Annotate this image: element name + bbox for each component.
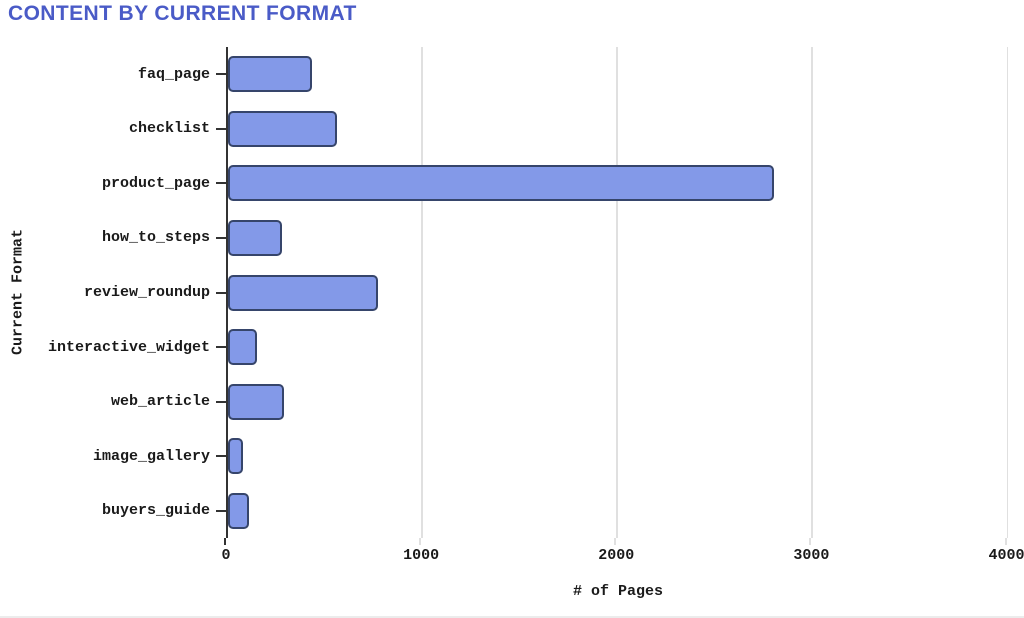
category-row: buyers_guide <box>0 484 226 539</box>
category-label: checklist <box>128 120 210 138</box>
gridline <box>811 47 813 538</box>
category-label: faq_page <box>137 65 210 83</box>
bar-row <box>228 156 1016 211</box>
x-tick-mark <box>419 538 422 545</box>
category-label: interactive_widget <box>47 338 210 356</box>
gridline <box>421 47 423 538</box>
gridline <box>616 47 618 538</box>
category-axis-labels: faq_page checklist product_page how_to_step… <box>0 47 226 538</box>
x-tick-mark <box>1004 538 1007 545</box>
bar-review_roundup <box>228 274 379 311</box>
x-tick-label: 4000 <box>988 547 1024 564</box>
bar-row <box>228 211 1016 266</box>
bar-faq_page <box>228 56 312 93</box>
bar-how_to_steps <box>228 219 282 256</box>
bar-interactive_widget <box>228 329 258 366</box>
y-tick-mark <box>216 127 226 130</box>
category-row: image_gallery <box>0 429 226 484</box>
category-row: review_roundup <box>0 265 226 320</box>
bar-layer <box>228 47 1016 538</box>
category-row: product_page <box>0 156 226 211</box>
y-tick-mark <box>216 400 226 403</box>
x-tick-mark <box>224 538 226 545</box>
x-axis-ticks: 0 1000 2000 3000 4000 <box>221 538 1024 580</box>
x-tick-label: 3000 <box>793 547 830 564</box>
bar-checklist <box>228 110 338 147</box>
x-axis-title: # of Pages <box>572 583 664 600</box>
x-tick-label: 0 <box>221 547 231 564</box>
plot-area <box>226 47 1016 538</box>
bar-buyers_guide <box>228 492 250 529</box>
bar-row <box>228 265 1016 320</box>
gridline <box>1006 47 1008 538</box>
x-tick-label: 2000 <box>598 547 635 564</box>
category-label: product_page <box>101 174 210 192</box>
y-tick-mark <box>216 182 226 185</box>
bar-row <box>228 374 1016 429</box>
y-tick-mark <box>216 236 226 239</box>
bar-image_gallery <box>228 438 243 475</box>
y-tick-mark <box>216 291 226 294</box>
category-label: image_gallery <box>92 447 210 465</box>
bar-row <box>228 102 1016 157</box>
y-tick-mark <box>216 455 226 458</box>
bar-row <box>228 429 1016 484</box>
category-label: web_article <box>110 393 210 411</box>
bar-web_article <box>228 383 284 420</box>
chart-title: CONTENT BY CURRENT FORMAT <box>8 2 357 25</box>
category-row: interactive_widget <box>0 320 226 375</box>
y-tick-mark <box>216 509 226 512</box>
bar-row <box>228 47 1016 102</box>
category-label: review_roundup <box>83 284 210 302</box>
category-row: how_to_steps <box>0 211 226 266</box>
category-label: how_to_steps <box>101 229 210 247</box>
category-row: faq_page <box>0 47 226 102</box>
y-tick-mark <box>216 73 226 76</box>
bar-product_page <box>228 165 775 202</box>
category-row: checklist <box>0 102 226 157</box>
x-tick-label: 1000 <box>403 547 440 564</box>
x-tick-mark <box>614 538 617 545</box>
y-tick-mark <box>216 346 226 349</box>
bar-row <box>228 320 1016 375</box>
category-row: web_article <box>0 374 226 429</box>
category-label: buyers_guide <box>101 502 210 520</box>
x-tick-mark <box>809 538 812 545</box>
bar-row <box>228 484 1016 539</box>
